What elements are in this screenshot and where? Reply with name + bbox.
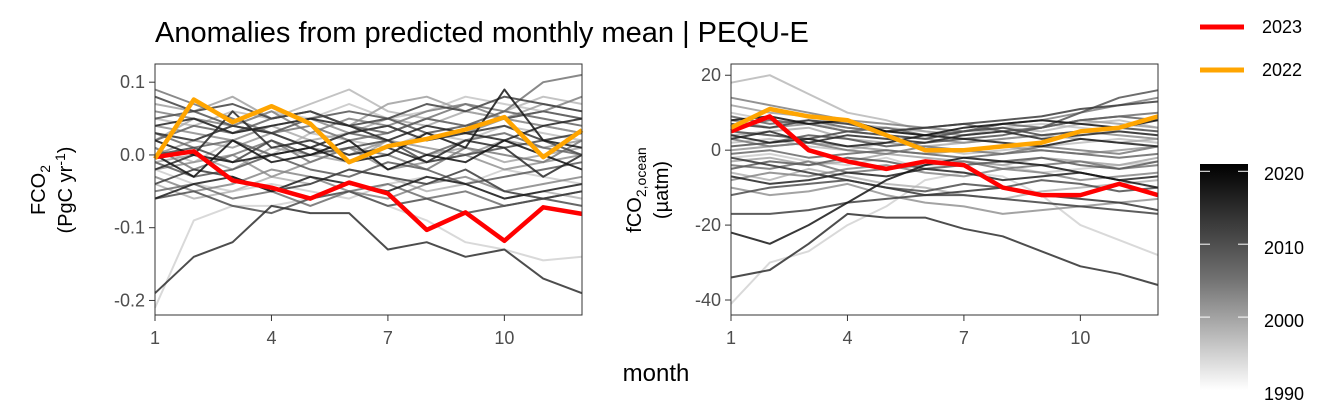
panel-fco2-line-2020 <box>154 88 583 164</box>
panel-fco2-units-post: ) <box>55 147 77 154</box>
panel-fco2-ocean-lines <box>730 74 1159 305</box>
panel-fco2-ocean-line-2010 <box>730 89 1159 148</box>
panel-fco2-line-2015 <box>154 124 583 149</box>
panel-fco2-line-1991 <box>154 168 583 200</box>
colorbar-label-2010: 2010 <box>1264 238 1304 258</box>
panel-fco2-ocean-yticks: 20 0 -20 -40 <box>695 65 731 310</box>
panel-fco2-ocean-line-2013 <box>731 194 1159 215</box>
panel-fco2-ocean-ytick-label: 20 <box>701 65 721 85</box>
panel-fco2-yticks: 0.1 0.0 -0.1 -0.2 <box>114 72 155 310</box>
panel-fco2-ocean-line-2014 <box>730 100 1159 133</box>
panel-fco2-ocean-xtick-label: 4 <box>842 328 852 348</box>
panel-fco2-ocean-line-2007 <box>730 149 1159 159</box>
panel-fco2-units-sup: -1 <box>52 153 68 166</box>
legend-label-2023: 2023 <box>1262 17 1302 37</box>
colorbar-gradient <box>1200 164 1248 390</box>
panel-fco2-ocean-ytick-label: -20 <box>695 215 721 235</box>
panel-fco2-xticks: 1 4 7 10 <box>150 315 514 348</box>
panel-fco2-line-1994 <box>154 88 583 127</box>
panel-fco2-line-highlight-2022 <box>153 97 584 165</box>
panel-fco2-ocean-line-1990 <box>730 171 1159 305</box>
panel-fco2-frame <box>154 63 583 316</box>
panel-fco2-ocean-line-2021 <box>730 115 1159 137</box>
panel-fco2-xtick-label: 7 <box>383 328 393 348</box>
panel-fco2-ocean-ylabel-sub: 2,ocean <box>633 147 649 197</box>
panel-fco2-line-2018 <box>154 117 583 142</box>
panel-fco2-ocean-line-2015 <box>730 156 1159 212</box>
panel-fco2-line-2009 <box>154 153 583 185</box>
panel-fco2-ylabel-main: FCO <box>28 173 50 215</box>
panel-fco2-line-2010 <box>154 110 583 135</box>
panel-fco2-ocean-line-2009 <box>730 156 1159 170</box>
panel-fco2-ocean-line-2017 <box>730 130 1159 144</box>
panel-fco2-units-pre: (PgC yr <box>55 165 77 233</box>
panel-fco2-ytick-label: 0.1 <box>120 72 145 92</box>
panel-fco2-ocean-line-2016 <box>730 212 1159 286</box>
panel-fco2-ocean-ylabel-units: (µatm) <box>651 161 673 219</box>
panel-fco2: 0.1 0.0 -0.1 -0.2 1 4 7 10 FCO2 (PgC yr-1) <box>28 63 584 348</box>
panel-fco2-line-highlight-2023 <box>154 149 583 244</box>
panel-fco2-line-2012 <box>154 139 583 164</box>
panel-fco2-ocean-units-pre: (µatm) <box>651 161 673 219</box>
panel-fco2-xtick-label: 10 <box>494 328 514 348</box>
panel-fco2-xtick-label: 4 <box>266 328 276 348</box>
panel-fco2-ocean-line-2003 <box>730 96 1159 133</box>
panel-fco2-ytick-label: -0.2 <box>114 290 145 310</box>
panel-fco2-lines <box>153 73 584 309</box>
colorbar-ticks <box>1200 170 1248 318</box>
panel-fco2-ocean-line-2000 <box>730 182 1159 215</box>
panel-fco2-ylabel-units: (PgC yr-1) <box>52 147 77 234</box>
chart-title: Anomalies from predicted monthly mean | … <box>155 17 809 49</box>
panel-fco2-line-2016 <box>154 204 583 295</box>
panel-fco2-ocean-ylabel-main: fCO <box>624 197 646 233</box>
legend: 2023 2022 <box>1200 17 1302 80</box>
panel-fco2-line-2002 <box>154 168 583 200</box>
colorbar-label-1990: 1990 <box>1264 384 1304 403</box>
panel-fco2-ocean-ytick-label: -40 <box>695 290 721 310</box>
legend-label-2022: 2022 <box>1262 60 1302 80</box>
panel-fco2-ytick-label: -0.1 <box>114 218 145 238</box>
panel-fco2-ocean-frame <box>730 63 1159 316</box>
x-axis-label: month <box>623 360 690 387</box>
panel-fco2-ocean: 20 0 -20 -40 1 4 7 10 fCO2,ocean (µatm) <box>624 63 1159 348</box>
panel-fco2-ocean-ytick-label: 0 <box>711 140 721 160</box>
panel-fco2-line-2007 <box>154 132 583 156</box>
colorbar: 2020 2010 2000 1990 <box>1200 164 1304 403</box>
panel-fco2-ocean-line-2019 <box>730 134 1159 148</box>
panel-fco2-ocean-xtick-label: 7 <box>959 328 969 348</box>
panel-fco2-ocean-xtick-label: 1 <box>726 328 736 348</box>
colorbar-label-2000: 2000 <box>1264 311 1304 331</box>
panel-fco2-ocean-line-highlight-2023 <box>730 114 1159 198</box>
panel-fco2-ocean-xtick-label: 10 <box>1070 328 1090 348</box>
panel-fco2-xtick-label: 1 <box>150 328 160 348</box>
panel-fco2-line-2011 <box>154 190 583 215</box>
colorbar-label-2020: 2020 <box>1264 164 1304 184</box>
panel-fco2-ocean-ylabel: fCO2,ocean <box>624 147 649 232</box>
panel-fco2-ocean-line-2002 <box>730 164 1159 182</box>
panel-fco2-ylabel: FCO2 <box>28 165 53 215</box>
panel-fco2-ocean-xticks: 1 4 7 10 <box>726 315 1090 348</box>
panel-fco2-ocean-line-highlight-2022 <box>730 106 1159 153</box>
panel-fco2-ylabel-sub: 2 <box>37 165 53 173</box>
panel-fco2-ytick-label: 0.0 <box>120 145 145 165</box>
panel-fco2-ocean-line-2011 <box>730 179 1159 197</box>
panel-fco2-line-1990 <box>154 190 583 309</box>
